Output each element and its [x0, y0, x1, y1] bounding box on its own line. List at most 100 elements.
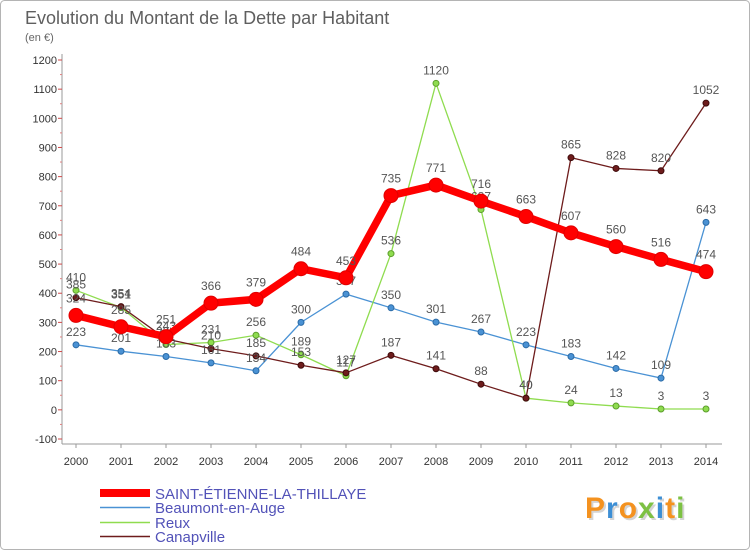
point-canapville-2000 [72, 294, 80, 302]
logo-letter: x [638, 492, 656, 525]
point-beaumont-en-auge-2010 [522, 341, 530, 349]
point-canapville-2012 [612, 164, 620, 172]
y-tick-label: 1200 [33, 55, 57, 67]
data-label-reux-2014: 3 [703, 389, 710, 403]
data-label-reux-2000: 410 [66, 270, 86, 284]
data-label-beaumont-en-auge-2008: 301 [426, 302, 446, 316]
chart-subtitle: (en €) [25, 32, 54, 44]
legend-item-saint-etienne-la-thillaye: SAINT-ÉTIENNE-LA-THILLAYE [100, 486, 366, 503]
logo-letter: i [676, 492, 685, 525]
x-tick-label: 2013 [649, 456, 673, 468]
x-tick-label: 2006 [334, 456, 358, 468]
data-label-canapville-2011: 865 [561, 138, 581, 152]
data-label-saint-etienne-la-thillaye-2005: 484 [291, 245, 311, 259]
front-labels: 324 285 251 366 379 484 453 735 771 716 663 607 560 5… [66, 161, 716, 327]
data-label-saint-etienne-la-thillaye-2013: 516 [651, 235, 671, 249]
point-reux-2013 [657, 405, 665, 413]
data-label-canapville-2013: 820 [651, 151, 671, 165]
data-label-canapville-2005: 153 [291, 345, 311, 359]
data-label-saint-etienne-la-thillaye-2014: 474 [696, 248, 716, 262]
point-reux-2000 [72, 286, 80, 294]
point-beaumont-en-auge-2003 [207, 359, 215, 367]
point-saint-etienne-la-thillaye-2001 [113, 319, 129, 335]
chart-title: Evolution du Montant de la Dette par Hab… [25, 8, 389, 28]
legend: SAINT-ÉTIENNE-LA-THILLAYE Beaumont-en-Au… [100, 486, 366, 546]
data-label-beaumont-en-auge-2000: 223 [66, 325, 86, 339]
point-beaumont-en-auge-2006 [342, 290, 350, 298]
data-label-reux-2012: 13 [609, 386, 623, 400]
point-beaumont-en-auge-2014 [702, 218, 710, 226]
front-points [68, 177, 714, 345]
point-canapville-2001 [117, 303, 125, 311]
data-label-saint-etienne-la-thillaye-2002: 251 [156, 313, 176, 327]
data-label-beaumont-en-auge-2013: 109 [651, 358, 671, 372]
data-label-reux-2006: 117 [336, 356, 355, 370]
point-beaumont-en-auge-2005 [297, 318, 305, 326]
legend-label-saint-etienne-la-thillaye: SAINT-ÉTIENNE-LA-THILLAYE [155, 486, 366, 503]
legend-item-canapville: Canapville [100, 529, 225, 546]
point-beaumont-en-auge-2009 [477, 328, 485, 336]
data-label-canapville-2000: 385 [66, 278, 86, 292]
y-tick-label: 600 [39, 230, 57, 242]
data-label-beaumont-en-auge-2004: 134 [246, 351, 266, 365]
data-label-saint-etienne-la-thillaye-2003: 366 [201, 279, 221, 293]
point-beaumont-en-auge-2007 [387, 304, 395, 312]
back-labels: 2232011831611343003973503012672231831421… [66, 63, 720, 403]
point-canapville-2004 [252, 352, 260, 360]
point-canapville-2007 [387, 351, 395, 359]
data-label-saint-etienne-la-thillaye-2001: 285 [111, 303, 131, 317]
data-label-beaumont-en-auge-2014: 643 [696, 202, 716, 216]
point-beaumont-en-auge-2013 [657, 374, 665, 382]
y-tick-label: 0 [51, 405, 57, 417]
data-label-canapville-2012: 828 [606, 148, 626, 162]
point-saint-etienne-la-thillaye-2006 [338, 270, 354, 286]
point-saint-etienne-la-thillaye-2004 [248, 291, 264, 307]
data-label-canapville-2008: 141 [426, 349, 446, 363]
point-beaumont-en-auge-2000 [72, 341, 80, 349]
point-canapville-2011 [567, 154, 575, 162]
y-tick-label: 1000 [33, 113, 57, 125]
primary-series: 324 285 251 366 379 484 453 735 771 716 663 607 560 5… [66, 161, 716, 345]
point-beaumont-en-auge-2002 [162, 352, 170, 360]
point-saint-etienne-la-thillaye-2009 [473, 193, 489, 209]
y-tick-label: 200 [39, 347, 57, 359]
point-saint-etienne-la-thillaye-2008 [428, 177, 444, 193]
point-saint-etienne-la-thillaye-2007 [383, 188, 399, 204]
data-label-beaumont-en-auge-2010: 223 [516, 325, 536, 339]
point-beaumont-en-auge-2001 [117, 347, 125, 355]
data-label-reux-2011: 24 [564, 383, 578, 397]
data-label-beaumont-en-auge-2001: 201 [111, 331, 131, 345]
point-reux-2014 [702, 405, 710, 413]
point-reux-2005 [297, 351, 305, 359]
data-label-reux-2003: 231 [201, 323, 221, 337]
point-beaumont-en-auge-2008 [432, 318, 440, 326]
legend-item-reux: Reux [100, 515, 191, 532]
point-canapville-2014 [702, 99, 710, 107]
legend-label-reux: Reux [155, 515, 191, 532]
data-label-saint-etienne-la-thillaye-2012: 560 [606, 223, 626, 237]
x-tick-label: 2002 [154, 456, 178, 468]
data-label-reux-2005: 189 [291, 335, 311, 349]
legend-item-beaumont-en-auge: Beaumont-en-Auge [100, 500, 285, 517]
point-reux-2008 [432, 79, 440, 87]
data-label-saint-etienne-la-thillaye-2009: 716 [471, 177, 491, 191]
data-label-saint-etienne-la-thillaye-2011: 607 [561, 209, 581, 223]
x-tick-label: 2009 [469, 456, 493, 468]
data-label-canapville-2001: 354 [111, 287, 131, 301]
y-tick-label: 700 [39, 201, 57, 213]
point-saint-etienne-la-thillaye-2011 [563, 225, 579, 241]
legend-label-canapville: Canapville [155, 529, 225, 546]
data-label-reux-2007: 536 [381, 234, 401, 248]
y-tick-label: 400 [39, 288, 57, 300]
logo-wordmark: Proxiti [585, 492, 685, 525]
point-beaumont-en-auge-2004 [252, 367, 260, 375]
data-label-beaumont-en-auge-2011: 183 [561, 336, 581, 350]
logo-letter: r [606, 492, 619, 525]
y-tick-label: 1100 [33, 84, 57, 96]
point-canapville-2005 [297, 361, 305, 369]
legend-label-beaumont-en-auge: Beaumont-en-Auge [155, 500, 285, 517]
data-label-reux-2008: 1120 [423, 63, 449, 77]
secondary-series: 2232011831611343003973503012672231831421… [66, 63, 720, 413]
data-label-reux-2004: 256 [246, 315, 266, 329]
logo-letter: o [619, 492, 638, 525]
